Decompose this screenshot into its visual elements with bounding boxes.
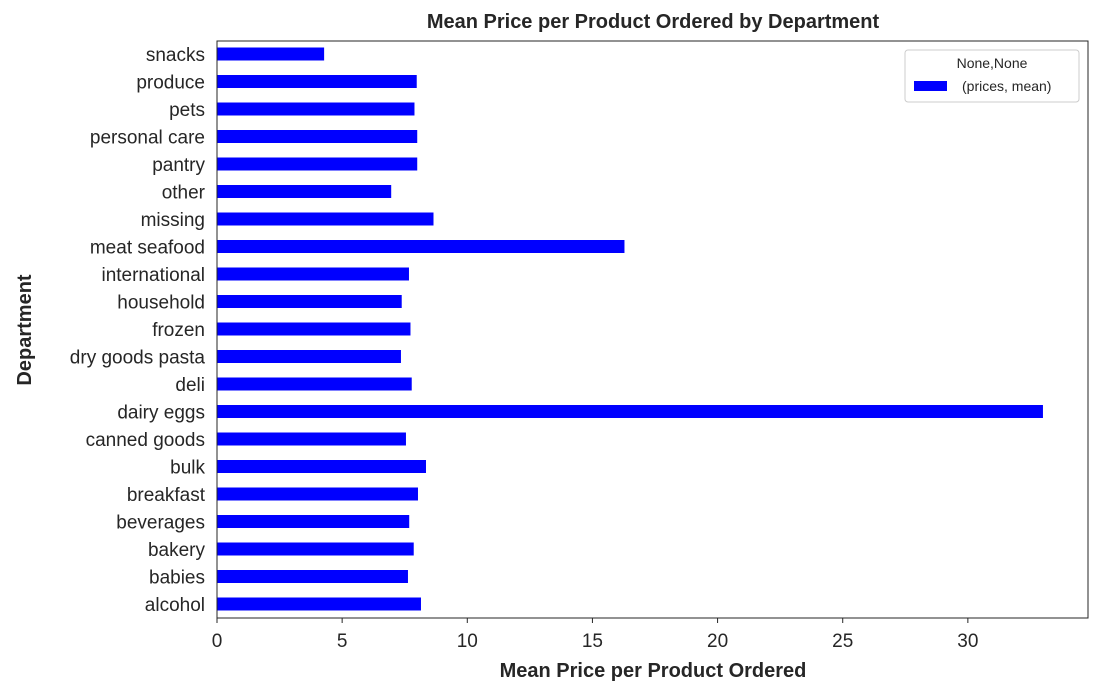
y-axis-label: Department [14,274,36,385]
bar-other [217,185,392,198]
x-tick-label-0: 0 [212,631,223,652]
y-tick-label-meat-seafood: meat seafood [90,238,205,259]
y-tick-label-dry-goods-pasta: dry goods pasta [70,348,206,369]
y-tick-label-dairy-eggs: dairy eggs [117,403,205,424]
y-tick-label-bakery: bakery [148,540,206,561]
plot-frame [216,40,1089,619]
x-axis-label: Mean Price per Product Ordered [500,660,807,682]
legend-swatch [914,81,947,91]
legend-title: None,None [957,55,1028,71]
y-tick-label-pantry: pantry [152,155,205,176]
chart-title: Mean Price per Product Ordered by Depart… [427,11,880,33]
y-tick-label-snacks: snacks [146,45,205,66]
bar-personal-care [217,130,418,143]
x-axis-ticks: 0 5 10 15 20 25 30 [212,618,978,652]
legend-box [904,49,1080,103]
x-tick-label-30: 30 [957,631,978,652]
bar-bakery [217,542,414,556]
y-tick-label-bulk: bulk [170,458,205,479]
x-tick-label-5: 5 [337,631,348,652]
y-tick-label-pets: pets [169,100,205,121]
legend: None,None (prices, mean) [904,49,1080,103]
bar-pets [217,102,415,116]
bar-international [217,267,409,281]
y-tick-label-breakfast: breakfast [127,485,206,506]
y-tick-label-other: other [162,183,206,204]
bars-group [217,47,1043,611]
bar-household [217,295,402,308]
x-tick-label-15: 15 [582,631,603,652]
y-tick-label-frozen: frozen [152,320,205,341]
bar-deli [217,377,412,391]
y-tick-label-produce: produce [136,73,205,94]
y-tick-label-deli: deli [175,375,205,396]
bar-canned-goods [217,432,406,446]
y-tick-label-household: household [117,293,205,314]
y-axis-ticks: alcohol babies bakery beverages breakfast bul… [70,45,206,616]
y-tick-label-canned-goods: canned goods [86,430,205,451]
y-tick-label-personal-care: personal care [90,128,205,149]
bar-pantry [217,157,418,171]
bar-dairy-eggs [217,405,1043,418]
bar-missing [217,212,434,226]
legend-label: (prices, mean) [962,78,1051,94]
bar-alcohol [217,597,421,611]
y-tick-label-missing: missing [141,210,205,231]
bar-produce [217,75,417,88]
x-tick-label-25: 25 [832,631,853,652]
bar-beverages [217,515,410,528]
y-tick-label-babies: babies [149,568,205,589]
y-tick-label-alcohol: alcohol [145,595,205,616]
bar-bulk [217,460,426,473]
bar-breakfast [217,487,418,501]
bar-snacks [217,47,325,61]
x-tick-label-10: 10 [457,631,478,652]
x-tick-label-20: 20 [707,631,728,652]
bar-meat-seafood [217,240,625,253]
bar-dry-goods-pasta [217,350,401,363]
bar-frozen [217,322,411,336]
y-tick-label-international: international [101,265,205,286]
bar-babies [217,570,408,583]
y-tick-label-beverages: beverages [116,513,205,534]
